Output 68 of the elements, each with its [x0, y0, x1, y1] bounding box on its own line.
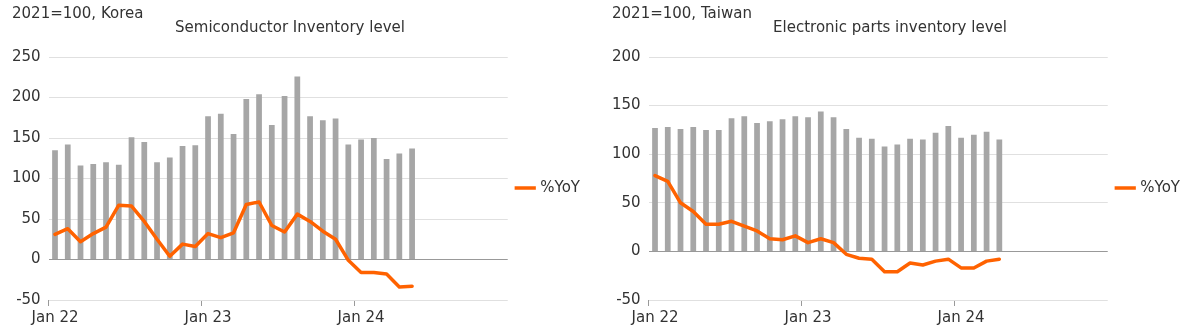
x-tick-label: Jan 22 — [30, 307, 79, 326]
bar — [715, 129, 722, 251]
bar — [792, 116, 799, 251]
bar — [307, 116, 313, 259]
x-tick-label: Jan 24 — [336, 307, 385, 326]
bar — [319, 120, 326, 259]
y-tick-label: 50 — [21, 208, 41, 227]
bar — [996, 139, 1003, 251]
bar — [141, 142, 148, 259]
bar — [664, 126, 671, 251]
y-tick-label: 100 — [11, 168, 41, 187]
bar — [64, 144, 71, 259]
legend-label: %YoY — [1140, 177, 1181, 196]
bar — [90, 163, 97, 259]
y-tick-label: 150 — [611, 95, 641, 114]
bar — [741, 116, 748, 251]
bar — [945, 126, 952, 251]
x-tick-label: Jan 23 — [783, 307, 832, 326]
y-tick-label: 0 — [31, 249, 41, 268]
bar — [396, 153, 403, 259]
x-tick-label: Jan 23 — [183, 307, 232, 326]
bar — [103, 162, 109, 259]
bar — [370, 138, 377, 259]
chart-title: Semiconductor Inventory level — [175, 18, 405, 36]
bar — [868, 138, 875, 251]
bar — [166, 157, 173, 259]
bar — [154, 162, 160, 259]
bar — [919, 139, 926, 251]
y-tick-label: 150 — [11, 127, 41, 146]
x-tick-label: Jan 24 — [936, 307, 985, 326]
bar — [115, 164, 122, 259]
legend-label: %YoY — [540, 177, 581, 196]
bar — [894, 144, 901, 251]
bar — [205, 116, 211, 259]
bar — [856, 137, 862, 251]
bar — [52, 150, 58, 259]
bar — [256, 94, 262, 259]
bar — [843, 128, 850, 251]
bar — [268, 125, 275, 259]
y-tick-label: 50 — [621, 192, 641, 211]
bar — [907, 138, 913, 251]
y-tick-label: 0 — [631, 241, 641, 260]
bar — [652, 127, 658, 251]
chart-title: Electronic parts inventory level — [773, 18, 1007, 36]
bar — [766, 121, 773, 251]
bar — [409, 148, 415, 259]
y-axis-title: 2021=100, Korea — [12, 4, 144, 22]
bar — [690, 126, 697, 251]
y-axis-title: 2021=100, Taiwan — [612, 4, 752, 22]
y-tick-label: 200 — [11, 87, 41, 106]
bar — [358, 139, 364, 259]
x-tick-label: Jan 22 — [630, 307, 679, 326]
bar — [192, 145, 199, 259]
bar — [243, 99, 250, 259]
bar — [217, 113, 224, 259]
bar — [805, 117, 811, 251]
y-tick-label: -50 — [616, 289, 641, 308]
bar — [817, 111, 824, 251]
bar — [294, 76, 301, 259]
bar — [345, 144, 352, 259]
y-tick-label: -50 — [16, 289, 41, 308]
y-tick-label: 250 — [11, 46, 41, 65]
y-tick-label: 200 — [611, 46, 641, 65]
y-tick-label: 100 — [611, 144, 641, 163]
bar — [958, 137, 964, 251]
bar — [703, 129, 709, 251]
bar — [970, 134, 977, 251]
bar — [754, 123, 760, 251]
